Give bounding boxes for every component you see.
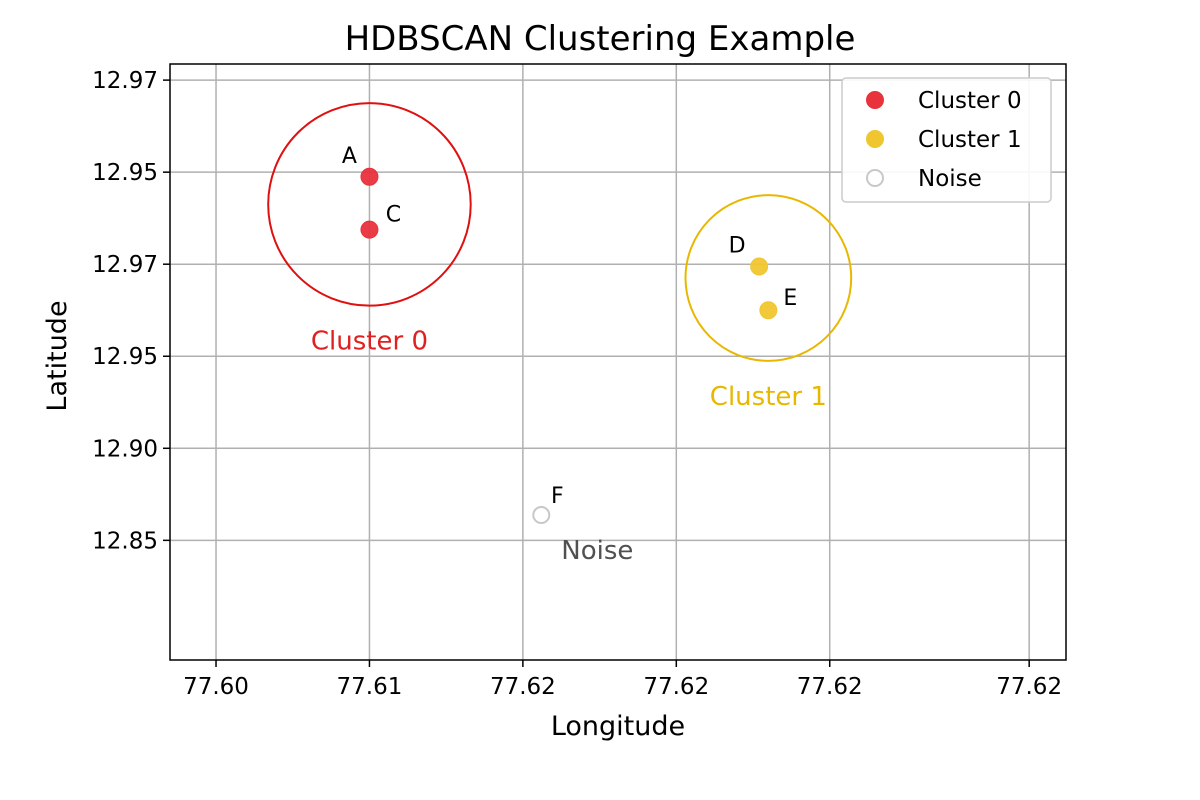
data-point (360, 167, 379, 186)
axis-ticks: 77.60 77.61 77.62 77.62 77.62 77.62 12.97 12.95… (92, 68, 1062, 700)
point-label: A (342, 144, 357, 169)
y-tick-label: 12.95 (92, 344, 158, 370)
x-tick-label: 77.62 (996, 674, 1062, 700)
data-point (360, 220, 379, 239)
cluster-boundary-circle (267, 102, 472, 307)
point-label: D (729, 234, 746, 259)
legend-marker (866, 169, 884, 187)
data-points: A C D E F Noise (342, 144, 797, 566)
y-tick-label: 12.97 (92, 68, 158, 94)
point-label: E (783, 286, 797, 311)
legend-marker (866, 130, 884, 148)
legend-entry-label: Cluster 0 (918, 88, 1022, 114)
plot-frame (169, 63, 1067, 661)
cluster-circles: Cluster 0 Cluster 1 (267, 102, 853, 412)
y-axis-label: Latitude (42, 300, 73, 411)
chart-title: HDBSCAN Clustering Example (345, 19, 856, 59)
cluster-boundary-circle (684, 194, 853, 362)
y-tick-label: 12.85 (92, 528, 158, 554)
cluster-label: Cluster 1 (710, 382, 827, 412)
x-tick-label: 77.62 (797, 674, 863, 700)
legend-marker (866, 91, 884, 109)
y-tick-label: 12.97 (92, 252, 158, 278)
cluster-label: Cluster 0 (311, 327, 428, 357)
legend-entry-label: Noise (918, 166, 982, 192)
data-point (532, 506, 551, 525)
data-point (759, 301, 778, 320)
legend-entry-label: Cluster 1 (918, 127, 1022, 153)
x-tick-label: 77.62 (490, 674, 556, 700)
y-tick-label: 12.90 (92, 436, 158, 462)
legend-box (841, 77, 1052, 203)
x-tick-label: 77.60 (183, 674, 249, 700)
x-tick-label: 77.62 (643, 674, 709, 700)
y-tick-label: 12.95 (92, 160, 158, 186)
noise-annotation: Noise (561, 536, 633, 566)
point-label: C (386, 203, 401, 228)
x-tick-label: 77.61 (337, 674, 403, 700)
x-axis-label: Longitude (551, 711, 685, 742)
point-label: F (551, 484, 564, 509)
legend: Cluster 0 Cluster 1 Noise (841, 77, 1052, 203)
data-point (750, 257, 769, 276)
